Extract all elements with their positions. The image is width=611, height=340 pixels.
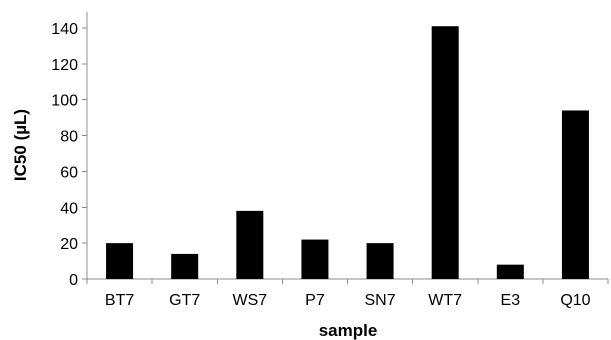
x-tick-label: SN7 [365,292,396,309]
bar-ws7 [236,210,264,279]
bars [106,26,589,280]
y-tick-label: 0 [69,272,78,289]
y-tick-label: 100 [51,93,78,110]
y-tick-label: 140 [51,21,78,38]
x-tick-label: P7 [305,292,325,309]
bar-e3 [496,264,524,279]
x-tick-label: BT7 [105,292,134,309]
y-tick-label: 60 [60,164,78,181]
y-axis-title: IC50 (µL) [11,109,30,181]
x-tick-label: WT7 [428,292,462,309]
y-tick-label: 40 [60,200,78,217]
bar-sn7 [366,243,394,279]
bar-p7 [301,239,329,279]
x-tick-label: E3 [501,292,521,309]
y-tick-label: 120 [51,57,78,74]
bar-bt7 [106,243,134,279]
y-tick-label: 80 [60,129,78,146]
y-tick-label: 20 [60,236,78,253]
bar-gt7 [171,253,199,279]
x-tick-label: GT7 [169,292,200,309]
x-ticks: BT7 GT7 WS7 P7 SN7 WT7 E3 Q10 [86,279,609,309]
y-axis: 0 20 40 60 80 100 120 140 [51,12,88,289]
y-ticks: 0 20 40 60 80 100 120 140 [51,21,87,289]
x-axis-title: sample [319,321,378,340]
bar-q10 [561,110,589,279]
x-axis: BT7 GT7 WS7 P7 SN7 WT7 E3 Q10 [86,278,609,309]
bar-wt7 [431,26,459,280]
x-tick-label: Q10 [560,292,590,309]
x-tick-label: WS7 [232,292,267,309]
